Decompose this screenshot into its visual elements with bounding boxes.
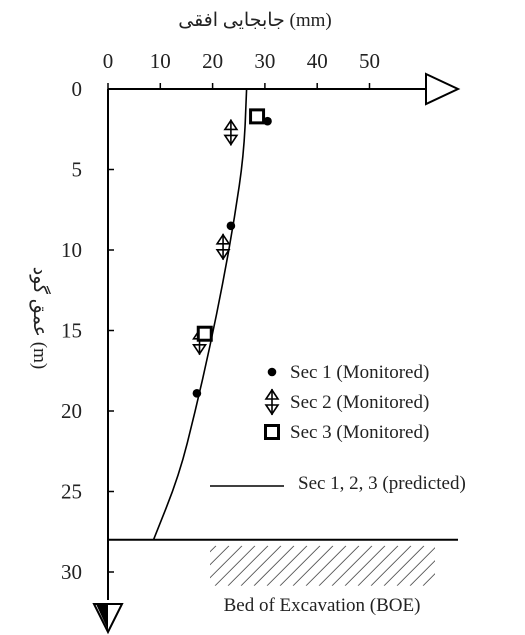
axes-group: 0 10 20 30 40 50 0 5 10 15 20 25 30 <box>61 49 461 635</box>
legend-label-series-2: Sec 2 (Monitored) <box>290 392 429 413</box>
data-point-series-3 <box>249 108 266 125</box>
hatch-line <box>163 546 203 586</box>
hatch-line <box>150 546 190 586</box>
hatch-line <box>331 545 373 586</box>
legend: Sec 1 (Monitored) Sec 2 (Monitored) Sec 3 … <box>210 362 466 494</box>
hatch-line <box>210 545 230 566</box>
y-tick-label: 20 <box>61 399 82 423</box>
data-point-series-2 <box>223 119 239 146</box>
x-tick-label: 40 <box>307 49 328 73</box>
legend-label-predicted: Sec 1, 2, 3 (predicted) <box>298 473 466 494</box>
legend-label-series-1: Sec 1 (Monitored) <box>290 362 429 383</box>
y-tick-label: 5 <box>72 158 83 182</box>
data-point-series-1 <box>192 388 202 398</box>
hatch-line <box>370 545 412 586</box>
hatch-line <box>357 545 399 586</box>
predicted-curve <box>152 88 248 541</box>
hatch-line <box>253 545 295 586</box>
data-point-series-2 <box>215 233 231 261</box>
legend-marker-series-2 <box>264 388 280 416</box>
x-tick-label: 0 <box>103 49 114 73</box>
data-point-series-3 <box>196 325 213 342</box>
legend-marker-series-3 <box>264 424 280 440</box>
y-tick-label: 10 <box>61 238 82 262</box>
hatch-line <box>266 545 308 586</box>
data-point-series-1 <box>226 221 236 231</box>
x-tick-label: 50 <box>359 49 380 73</box>
legend-marker-series-1 <box>267 367 277 377</box>
y-axis-title: عمق گود (m) <box>29 267 52 369</box>
hatch-line <box>409 560 435 586</box>
y-tick-label: 15 <box>61 319 82 343</box>
hatch-line <box>305 545 347 586</box>
hatch-line <box>214 545 256 586</box>
hatch-line <box>292 545 334 586</box>
x-tick-label: 10 <box>150 49 171 73</box>
hatch-line <box>210 545 217 553</box>
y-axis-arrow-fill <box>96 604 108 630</box>
hatch-line <box>240 545 282 586</box>
boe-label: Bed of Excavation (BOE) <box>224 595 421 616</box>
x-axis-arrow-icon <box>425 72 461 106</box>
x-tick-label: 30 <box>254 49 275 73</box>
hatch-line <box>396 547 435 586</box>
y-tick-label: 0 <box>72 77 83 101</box>
hatch-line <box>227 545 269 586</box>
hatch-line <box>344 545 386 586</box>
predicted-curve-group <box>152 88 248 541</box>
y-tick-label: 30 <box>61 560 82 584</box>
hatch-line <box>449 546 489 586</box>
hatch-line <box>210 545 243 579</box>
hatch-line <box>318 545 360 586</box>
data-point-series-1 <box>263 116 272 126</box>
y-tick-label: 25 <box>61 480 82 504</box>
legend-label-series-3: Sec 3 (Monitored) <box>290 422 429 443</box>
bed-of-excavation: Bed of Excavation (BOE) <box>108 538 489 616</box>
hatch-line <box>436 546 476 586</box>
hatch-line <box>383 545 425 586</box>
data-points-group <box>192 108 272 398</box>
hatch-line <box>422 573 435 586</box>
x-tick-label: 20 <box>202 49 223 73</box>
x-axis-title: جابجایی افقی (mm) <box>178 10 332 31</box>
hatch-line <box>279 545 321 586</box>
boe-hatch <box>150 545 489 586</box>
